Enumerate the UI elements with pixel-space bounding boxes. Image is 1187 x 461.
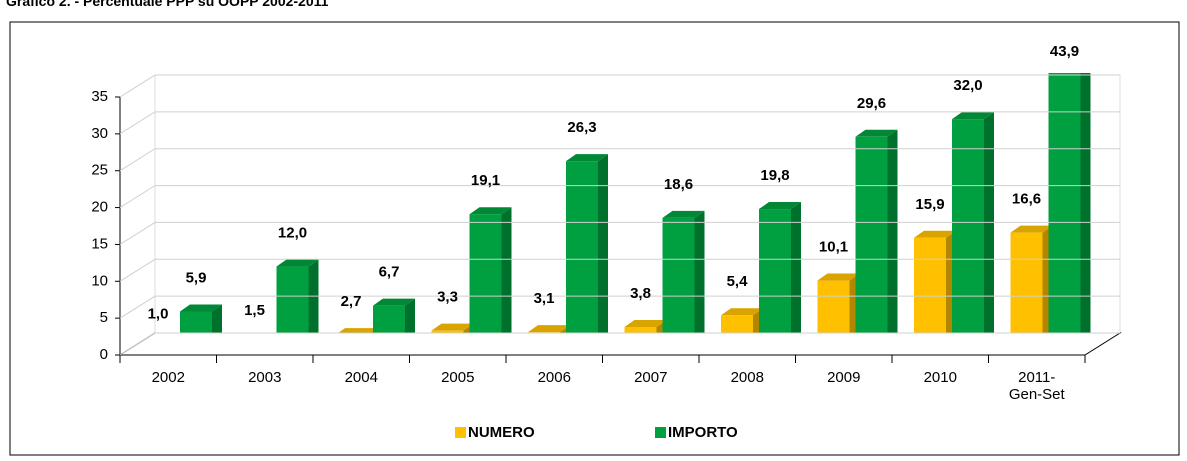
value-label: 12,0 <box>278 225 307 242</box>
y-tick-label: 10 <box>91 272 108 289</box>
grid-line <box>119 258 1120 282</box>
bar-top <box>180 304 222 312</box>
x-tick-label: 2006 <box>537 369 571 386</box>
floor <box>118 332 1122 356</box>
bar-top <box>1010 225 1053 233</box>
x-tick-label: 2005 <box>441 369 475 386</box>
bar-top <box>855 129 898 137</box>
legend-swatch <box>455 427 466 438</box>
chart-border <box>9 21 1180 456</box>
bar-side <box>598 154 608 355</box>
bar-top <box>759 202 801 210</box>
value-label: 5,4 <box>727 273 749 290</box>
x-tick-label: 2010 <box>923 369 957 386</box>
bar <box>566 161 598 355</box>
value-label: 18,6 <box>664 176 693 193</box>
bar <box>952 119 984 355</box>
x-tick-label: 2003 <box>248 369 282 386</box>
y-tick-label: 30 <box>91 125 108 142</box>
grid-line <box>119 221 1120 245</box>
value-label: 3,1 <box>534 290 555 307</box>
value-label: 26,3 <box>567 119 596 136</box>
value-label: 15,9 <box>915 196 944 213</box>
value-label: 5,9 <box>186 269 207 286</box>
value-label: 3,8 <box>630 285 651 302</box>
bar-top <box>662 210 705 218</box>
bar-side <box>984 112 994 355</box>
value-label: 2,7 <box>341 293 362 310</box>
legend-label: NUMERO <box>468 424 535 441</box>
value-label: 1,5 <box>244 302 265 319</box>
bar-side <box>308 259 319 355</box>
value-label: 29,6 <box>857 95 886 112</box>
grid-line <box>119 332 1120 356</box>
bar-top <box>952 112 994 120</box>
bar-top <box>373 298 415 306</box>
y-tick-label: 5 <box>100 309 108 326</box>
bar-side <box>501 207 512 355</box>
bar <box>855 136 888 355</box>
grid-line <box>119 185 1120 208</box>
value-label: 19,8 <box>760 167 789 184</box>
legend-swatch <box>655 427 666 438</box>
bar-top <box>469 207 512 215</box>
bar-top <box>721 308 763 316</box>
value-label: 10,1 <box>819 239 848 256</box>
y-tick-label: 35 <box>91 88 108 105</box>
x-tick-label: 2004 <box>344 369 378 386</box>
bar-top <box>566 154 608 162</box>
y-tick-label: 0 <box>100 346 108 363</box>
value-label: 6,7 <box>379 264 400 281</box>
bar-side <box>694 210 705 355</box>
bar-side <box>1080 73 1091 355</box>
bar-side <box>791 202 801 355</box>
value-label: 1,0 <box>148 306 169 323</box>
bar-top <box>1049 24 1091 31</box>
grid-line <box>119 148 1120 172</box>
value-label: 3,3 <box>437 289 458 306</box>
grid-line <box>119 295 1120 319</box>
value-label: 32,0 <box>953 77 982 94</box>
bar-top <box>914 230 956 238</box>
x-tick-label: 2002 <box>151 369 185 386</box>
y-tick-label: 15 <box>91 235 108 252</box>
bar-top <box>276 259 319 267</box>
value-label: 19,1 <box>471 172 500 189</box>
y-tick-label: 20 <box>91 199 108 216</box>
bar <box>1048 73 1081 355</box>
bar-top <box>528 325 570 333</box>
y-tick-label: 25 <box>91 162 108 179</box>
bar <box>662 217 695 355</box>
x-tick-label: 2008 <box>730 369 764 386</box>
grid-line <box>119 111 1120 135</box>
bar-side <box>887 129 898 355</box>
grid-line <box>119 74 1120 98</box>
chart-title: Grafico 2. - Percentuale PPP su OOPP 200… <box>6 0 329 9</box>
x-tick-label: 2009 <box>827 369 861 386</box>
bar-top <box>624 319 667 327</box>
bar <box>759 209 791 355</box>
legend-label: IMPORTO <box>668 424 738 441</box>
value-label: 16,6 <box>1012 191 1041 208</box>
bars <box>142 24 1091 355</box>
bar-top <box>431 323 474 331</box>
bar <box>469 214 502 355</box>
x-tick-label: 2007 <box>634 369 668 386</box>
x-tick-label: 2011- Gen-Set <box>1008 369 1065 403</box>
bar-top <box>817 273 860 281</box>
value-label: 43,9 <box>1050 43 1079 60</box>
